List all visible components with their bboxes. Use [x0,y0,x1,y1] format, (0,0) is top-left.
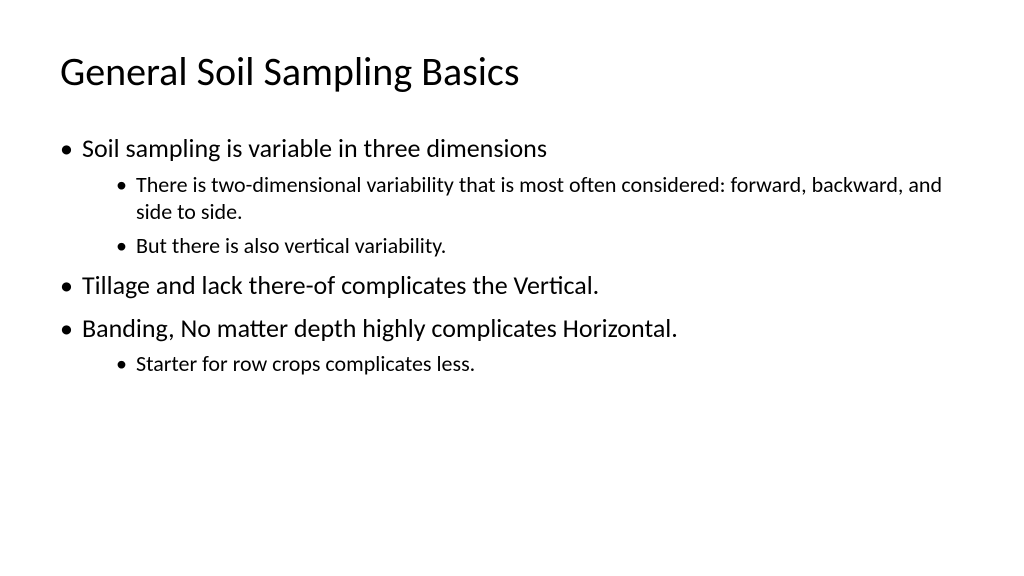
list-item: But there is also vertical variability. [116,232,964,260]
bullet-text: But there is also vertical variability. [136,232,446,259]
bullet-text: Tillage and lack there-of complicates th… [82,269,599,301]
list-item: Tillage and lack there-of complicates th… [60,269,964,302]
bullet-text: Banding, No matter depth highly complica… [82,312,678,344]
list-item: Soil sampling is variable in three dimen… [60,132,964,259]
bullet-text: There is two-dimensional variability tha… [136,171,942,226]
slide: General Soil Sampling Basics Soil sampli… [0,0,1024,576]
list-item: There is two-dimensional variability tha… [116,171,964,226]
bullet-list: Soil sampling is variable in three dimen… [60,132,964,378]
list-item: Banding, No matter depth highly complica… [60,312,964,378]
slide-title: General Soil Sampling Basics [60,50,964,94]
bullet-text: Starter for row crops complicates less. [136,350,475,377]
bullet-text: Soil sampling is variable in three dimen… [82,132,547,164]
sub-bullet-list: There is two-dimensional variability tha… [82,171,964,260]
sub-bullet-list: Starter for row crops complicates less. [82,350,964,378]
list-item: Starter for row crops complicates less. [116,350,964,378]
